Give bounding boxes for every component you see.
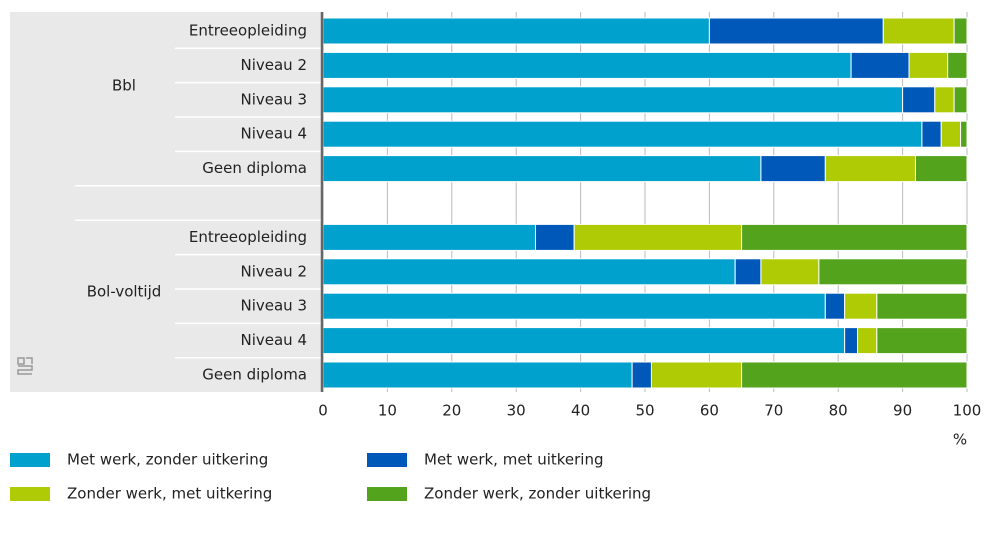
label-panel: [10, 12, 322, 392]
bar-segment: [322, 292, 826, 320]
bar-segment: [322, 51, 852, 79]
bar-segment: [914, 155, 968, 183]
category-label: Niveau 2: [240, 56, 307, 74]
bar-segment: [760, 155, 826, 183]
bar-segment: [741, 361, 968, 389]
category-label: Entreeopleiding: [189, 228, 307, 246]
x-tick-label: 90: [893, 402, 912, 420]
group-label: Bbl: [112, 76, 136, 94]
bar-segment: [741, 223, 968, 251]
bar-segment: [734, 258, 762, 286]
bar-segment: [760, 258, 820, 286]
bar-segment: [322, 327, 846, 355]
bar-segment: [953, 86, 968, 114]
bar-segment: [535, 223, 575, 251]
bar-segment: [824, 155, 916, 183]
category-label: Geen diploma: [202, 159, 307, 177]
category-label: Niveau 4: [240, 331, 307, 349]
x-tick-label: 20: [442, 402, 461, 420]
legend-label: Met werk, zonder uitkering: [67, 451, 268, 469]
bar-segment: [857, 327, 878, 355]
bar-segment: [708, 17, 884, 45]
x-tick-label: 70: [764, 402, 783, 420]
bar-segment: [824, 292, 846, 320]
bar-segment: [322, 155, 762, 183]
legend-swatch: [10, 487, 50, 501]
x-tick-label: 80: [829, 402, 848, 420]
bar-segment: [902, 86, 936, 114]
bar-segment: [953, 17, 968, 45]
logo: [17, 357, 33, 375]
bar-segment: [844, 327, 859, 355]
bar-segment: [322, 361, 633, 389]
x-tick-label: 60: [700, 402, 719, 420]
bar-segment: [876, 327, 968, 355]
bar-segment: [921, 120, 942, 148]
bar-segment: [960, 120, 968, 148]
category-label: Geen diploma: [202, 366, 307, 384]
category-label: Entreeopleiding: [189, 22, 307, 40]
legend-swatch: [367, 453, 407, 467]
x-tick-label: 10: [378, 402, 397, 420]
group-label: Bol-voltijd: [87, 283, 162, 301]
x-tick-label: 40: [571, 402, 590, 420]
bar-segment: [844, 292, 878, 320]
bar-segment: [940, 120, 962, 148]
bar-segment: [322, 86, 904, 114]
x-axis-unit: %: [953, 431, 967, 449]
category-label: Niveau 3: [240, 297, 307, 315]
bar-segment: [573, 223, 743, 251]
category-label: Niveau 3: [240, 90, 307, 108]
x-tick-label: 30: [507, 402, 526, 420]
bar-segment: [322, 258, 736, 286]
bar-segment: [876, 292, 968, 320]
bar-segment: [934, 86, 955, 114]
bar-segment: [322, 17, 710, 45]
bar-segment: [818, 258, 968, 286]
bar-segment: [882, 17, 955, 45]
legend-swatch: [10, 453, 50, 467]
legend-label: Zonder werk, zonder uitkering: [424, 485, 651, 503]
legend-swatch: [367, 487, 407, 501]
bar-segment: [908, 51, 949, 79]
bar-segment: [322, 223, 537, 251]
category-label: Niveau 2: [240, 262, 307, 280]
category-label: Niveau 4: [240, 125, 307, 143]
x-tick-label: 0: [318, 402, 328, 420]
bar-segment: [631, 361, 652, 389]
bar-segment: [947, 51, 968, 79]
legend-label: Met werk, met uitkering: [424, 451, 604, 469]
x-tick-label: 100: [953, 402, 982, 420]
bar-segment: [650, 361, 743, 389]
x-tick-label: 50: [635, 402, 654, 420]
bar-segment: [850, 51, 910, 79]
bar-segment: [322, 120, 923, 148]
legend-label: Zonder werk, met uitkering: [67, 485, 272, 503]
